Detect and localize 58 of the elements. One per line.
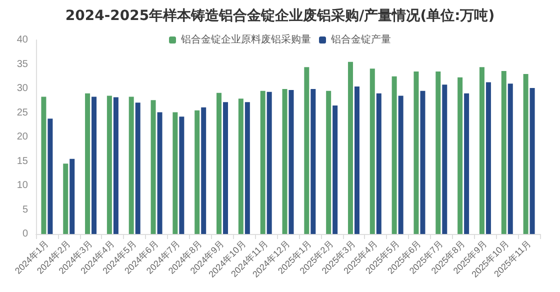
bar	[354, 86, 360, 234]
bar	[106, 96, 112, 234]
y-tick-label: 5	[22, 204, 28, 216]
bar	[348, 62, 353, 234]
bar	[304, 67, 310, 234]
bar	[223, 102, 228, 234]
bar	[128, 96, 134, 234]
bar	[85, 93, 90, 234]
bar	[508, 84, 513, 234]
bar	[436, 72, 441, 234]
bar	[113, 97, 118, 234]
bar	[216, 92, 222, 234]
bar	[370, 68, 375, 234]
bar	[244, 102, 250, 234]
bar	[414, 72, 419, 234]
bar	[194, 110, 200, 234]
chart-title: 2024-2025年样本铸造铝合金锭企业废铝采购/产量情况(单位:万吨)	[65, 7, 495, 24]
bar	[479, 67, 484, 234]
bar	[282, 88, 288, 234]
bar	[326, 90, 332, 234]
bar	[92, 96, 97, 234]
bar	[48, 118, 53, 234]
bar	[135, 102, 140, 234]
bar	[376, 93, 382, 234]
bar	[172, 112, 178, 234]
bar	[486, 82, 491, 234]
bar	[41, 96, 46, 234]
bar	[420, 90, 426, 234]
bar	[458, 77, 463, 234]
bar	[201, 107, 206, 234]
bar	[157, 112, 162, 234]
bar	[150, 100, 156, 234]
bar	[179, 116, 184, 234]
y-tick-label: 10	[16, 180, 28, 191]
y-tick-label: 20	[16, 132, 28, 142]
legend-label: 铝合金锭产量	[330, 34, 391, 46]
y-tick-label: 25	[16, 107, 28, 118]
bar	[63, 164, 68, 234]
bar	[523, 74, 528, 234]
bar	[70, 158, 75, 234]
bar	[464, 93, 470, 234]
bar	[392, 76, 397, 234]
bar	[530, 88, 535, 234]
bar	[266, 92, 272, 234]
bar	[260, 90, 266, 234]
legend-label: 铝合金锭企业原料废铝采购量	[180, 34, 311, 46]
y-tick-label: 0	[22, 228, 28, 240]
bar	[332, 105, 338, 234]
bar	[238, 98, 244, 234]
bar	[442, 84, 448, 234]
y-tick-label: 15	[16, 156, 28, 167]
bar	[288, 90, 294, 234]
y-tick-label: 35	[16, 58, 28, 70]
bar	[501, 71, 506, 234]
y-tick-label: 40	[16, 34, 28, 46]
y-tick-label: 30	[16, 83, 28, 94]
bar	[310, 88, 316, 234]
bar	[398, 96, 404, 234]
